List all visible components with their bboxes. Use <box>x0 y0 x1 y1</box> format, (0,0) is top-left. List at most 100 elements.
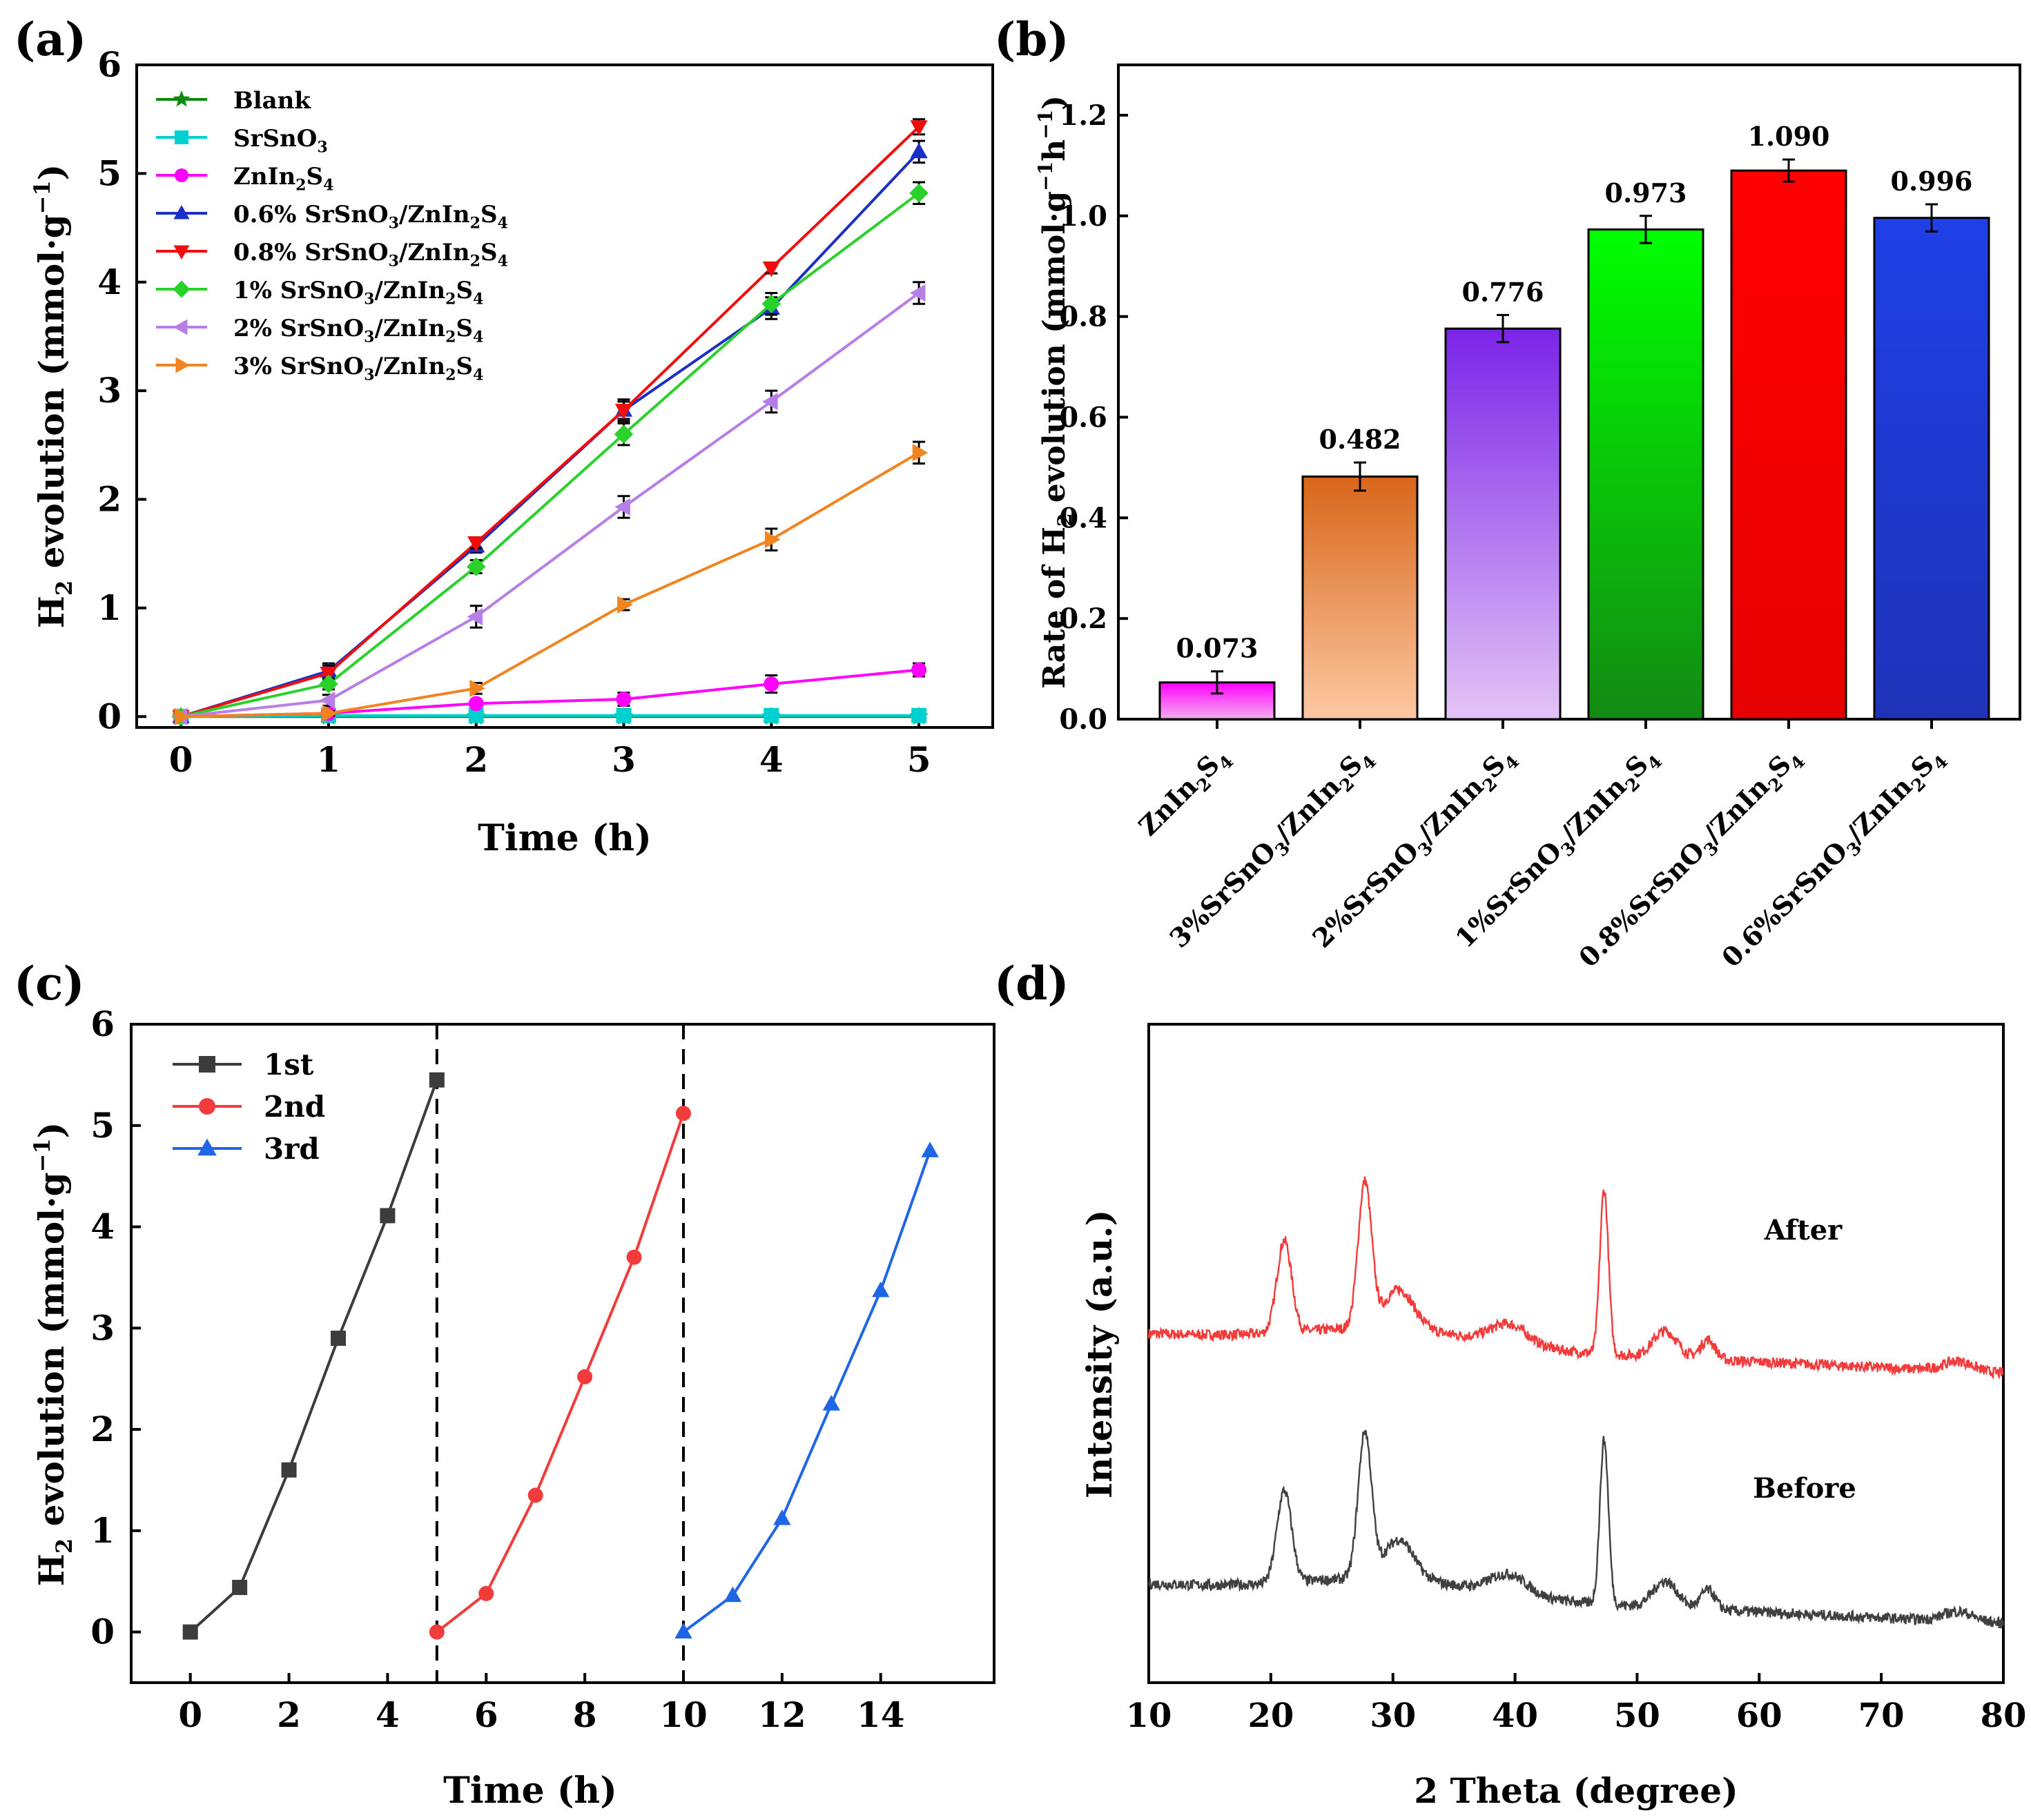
y-tick-label: 6 <box>97 44 122 85</box>
data-point <box>617 596 633 614</box>
y-tick-label: 1.0 <box>1059 200 1107 233</box>
panel-a-y-axis-label: H2 evolution (mmol·g−1) <box>29 164 77 629</box>
y-tick-label: 2 <box>90 1409 115 1449</box>
legend-label: 3% SrSnO3/ZnIn2S4 <box>233 353 483 384</box>
data-label: 0.482 <box>1319 424 1401 455</box>
legend-label: ZnIn2S4 <box>233 163 333 195</box>
tick-text: /ZnIn <box>1697 771 1775 849</box>
series-line <box>181 451 920 718</box>
bar <box>1587 228 1704 721</box>
tick-text: /ZnIn <box>1268 771 1346 849</box>
data-point <box>319 692 336 710</box>
legend-marker <box>175 357 190 373</box>
legend-text: S <box>480 239 498 266</box>
legend-text: 2% SrSnO <box>233 315 364 342</box>
series-line <box>180 192 920 718</box>
data-point <box>911 707 927 723</box>
panel-d-x-ticks: 10 20 30 40 50 60 70 80 <box>1126 1673 2027 1735</box>
x-tick-label: 1 <box>317 739 341 780</box>
y-tick-label: 3 <box>97 370 122 411</box>
series-line <box>436 1113 685 1634</box>
legend-marker <box>199 1056 215 1073</box>
y-tick-label: 0 <box>90 1612 115 1652</box>
data-point <box>320 666 338 683</box>
legend-text: ZnIn <box>233 163 295 190</box>
series-label: Before <box>1753 1472 1856 1505</box>
y-tick-label: 0.2 <box>1059 603 1107 635</box>
data-point <box>912 444 929 462</box>
tick-text: /ZnIn <box>1840 771 1918 849</box>
y-tick-label: 0.4 <box>1059 502 1107 534</box>
legend-subscript: 2 <box>470 253 480 271</box>
y-tick-label: 6 <box>90 1004 115 1044</box>
y-tick-label: 0.0 <box>1059 703 1107 736</box>
legend-subscript: 4 <box>498 253 508 271</box>
series-label: After <box>1764 1214 1843 1246</box>
data-point <box>174 707 191 725</box>
legend-subscript: 3 <box>364 329 374 346</box>
data-point <box>911 662 927 678</box>
panel-c-x-ticks: 0 2 4 6 8 10 12 14 <box>178 1673 905 1735</box>
legend-subscript: 4 <box>473 291 483 309</box>
legend-text: S <box>456 277 474 304</box>
legend-subscript: 3 <box>389 215 399 233</box>
data-point <box>764 531 781 549</box>
panel-c-cycle-dividers <box>435 1024 685 1683</box>
bar <box>1301 476 1419 721</box>
data-point <box>614 424 634 444</box>
panel-label-b: (b) <box>994 12 1069 66</box>
legend-text: 0.6% SrSnO <box>233 201 389 228</box>
legend-subscript: 4 <box>323 177 333 195</box>
legend-label: 0.6% SrSnO3/ZnIn2S4 <box>233 201 508 233</box>
series-line <box>682 1150 932 1634</box>
tick-text: /ZnIn <box>1554 771 1632 849</box>
legend-label: 2% SrSnO3/ZnIn2S4 <box>233 315 483 346</box>
panel-a-x-ticks: 0 1 2 3 4 5 <box>169 718 931 780</box>
legend-subscript: 3 <box>389 253 399 271</box>
panel-label-d: (d) <box>994 957 1069 1010</box>
panel-c-y-axis-label: H2 evolution (mmol·g−1) <box>29 1122 77 1587</box>
data-point <box>281 1462 297 1478</box>
bar <box>1444 327 1562 721</box>
data-point <box>764 707 779 723</box>
x-tick-label: 6 <box>474 1694 498 1735</box>
y-tick-label: 4 <box>97 262 122 302</box>
legend-label: 1% SrSnO3/ZnIn2S4 <box>233 277 483 309</box>
data-point <box>614 498 630 516</box>
data-label: 1.090 <box>1748 121 1830 152</box>
tick-text: 0.6%SrSnO <box>1716 835 1854 973</box>
legend-label: SrSnO3 <box>233 125 328 157</box>
x-tick-label: 0 <box>178 1694 202 1735</box>
bar <box>1873 217 1990 721</box>
series-line <box>189 1079 438 1634</box>
legend-text: /ZnIn <box>399 239 470 266</box>
x-tick-label: 80 <box>1981 1696 2027 1735</box>
legend-label: 0.8% SrSnO3/ZnIn2S4 <box>233 239 508 271</box>
data-point <box>616 707 632 723</box>
data-point <box>469 679 485 697</box>
legend-subscript: 2 <box>445 329 456 346</box>
data-point <box>182 1624 198 1640</box>
data-point <box>773 1509 791 1525</box>
x-tick-label: 8 <box>573 1694 597 1735</box>
x-tick-label: 40 <box>1492 1696 1538 1735</box>
panel-a-frame <box>135 63 994 729</box>
y-tick-label: 4 <box>90 1206 115 1247</box>
legend-subscript: 2 <box>295 177 306 195</box>
legend-marker <box>173 90 191 107</box>
legend-text: S <box>456 353 474 380</box>
data-label: 0.996 <box>1891 166 1973 197</box>
tick-text: 1%SrSnO <box>1449 835 1568 954</box>
data-point <box>478 1585 494 1601</box>
legend-marker <box>173 245 190 260</box>
x-tick-label: 4 <box>376 1694 400 1735</box>
legend-text: S <box>307 163 324 190</box>
legend-subscript: 2 <box>445 291 456 309</box>
legend-text: 1% SrSnO <box>233 277 364 304</box>
panel-c-legend: 1st 2nd 3rd <box>173 1048 325 1166</box>
legend-text: /ZnIn <box>375 277 446 304</box>
y-tick-label: 0.6 <box>1059 401 1107 433</box>
